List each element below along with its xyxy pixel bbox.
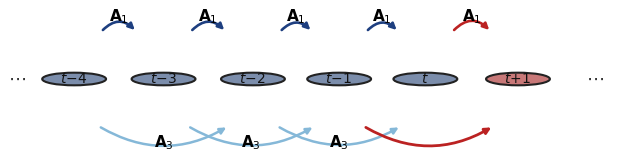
Text: $\mathbf{A}_3$: $\mathbf{A}_3$ bbox=[241, 133, 261, 152]
Ellipse shape bbox=[307, 73, 371, 85]
Ellipse shape bbox=[132, 73, 195, 85]
Text: $\mathbf{A}_1$: $\mathbf{A}_1$ bbox=[109, 8, 129, 26]
Text: $t$: $t$ bbox=[421, 72, 429, 86]
Text: $t\!-\!3$: $t\!-\!3$ bbox=[150, 72, 177, 86]
Text: $\mathbf{A}_1$: $\mathbf{A}_1$ bbox=[198, 8, 218, 26]
Text: $t\!+\!1$: $t\!+\!1$ bbox=[504, 72, 532, 86]
Ellipse shape bbox=[394, 73, 458, 85]
Text: $\mathbf{A}_1$: $\mathbf{A}_1$ bbox=[372, 8, 392, 26]
Text: $\cdots$: $\cdots$ bbox=[586, 70, 604, 88]
Text: $t\!-\!4$: $t\!-\!4$ bbox=[60, 72, 88, 86]
Text: $\mathbf{A}_3$: $\mathbf{A}_3$ bbox=[329, 133, 349, 152]
Ellipse shape bbox=[486, 73, 550, 85]
Ellipse shape bbox=[42, 73, 106, 85]
Text: $\mathbf{A}_1$: $\mathbf{A}_1$ bbox=[462, 8, 481, 26]
Text: $\mathbf{A}_3$: $\mathbf{A}_3$ bbox=[154, 133, 173, 152]
Text: $\cdots$: $\cdots$ bbox=[8, 70, 26, 88]
Text: $\mathbf{A}_1$: $\mathbf{A}_1$ bbox=[286, 8, 306, 26]
Text: $t\!-\!1$: $t\!-\!1$ bbox=[325, 72, 353, 86]
Text: $t\!-\!2$: $t\!-\!2$ bbox=[239, 72, 267, 86]
Ellipse shape bbox=[221, 73, 285, 85]
